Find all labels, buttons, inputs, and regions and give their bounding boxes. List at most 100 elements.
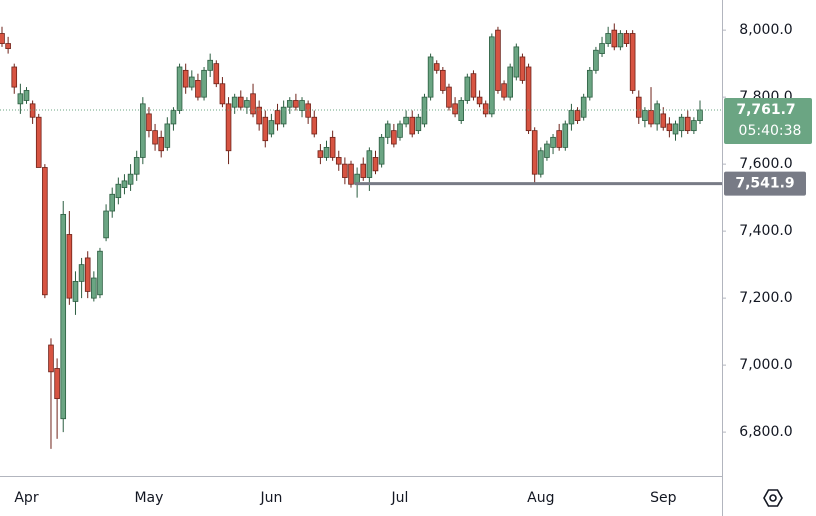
candle-body	[648, 110, 654, 125]
candle-body	[115, 183, 122, 199]
candle-body	[305, 103, 311, 118]
x-tick-label: Jul	[391, 490, 409, 506]
current-price-tag	[724, 97, 812, 144]
candle-body	[146, 113, 152, 132]
candle-body	[299, 100, 305, 111]
candle-body	[54, 368, 60, 400]
candle-body	[409, 116, 416, 135]
x-tick-label: Jun	[259, 490, 282, 506]
candle-body	[244, 100, 250, 108]
candle-body	[427, 56, 434, 98]
candle-body	[335, 157, 342, 165]
candle-body	[586, 69, 593, 98]
candle-body	[617, 33, 624, 48]
candle-body	[446, 86, 452, 108]
candle-body	[237, 96, 244, 108]
candle-body	[476, 96, 483, 105]
candle-body	[672, 123, 679, 135]
candle-body	[286, 100, 293, 108]
settings-icon[interactable]	[763, 489, 783, 507]
candle-body	[605, 33, 611, 44]
support-tag	[724, 171, 806, 196]
candle-body	[366, 150, 373, 178]
candle-body	[495, 29, 501, 91]
y-tick-label: 7,400.0	[739, 223, 792, 239]
candle-body	[293, 100, 299, 108]
candle-body	[182, 69, 189, 88]
candle-body	[48, 344, 54, 373]
candle-body	[103, 210, 109, 239]
candle-body	[152, 130, 158, 145]
candle-body	[207, 59, 213, 71]
candle-body	[440, 69, 446, 91]
candle-body	[274, 110, 281, 125]
candle-body	[691, 120, 697, 132]
plot-area	[0, 23, 703, 449]
candle-body	[140, 103, 146, 158]
candle-body	[268, 120, 275, 135]
support-label: 7,541.9	[735, 176, 794, 192]
candle-body	[574, 110, 581, 121]
candle-body	[544, 143, 550, 158]
candle-body	[489, 36, 495, 115]
candle-body	[348, 163, 354, 185]
candle-body	[403, 116, 409, 125]
candle-body	[60, 213, 67, 420]
candle-body	[378, 136, 385, 165]
candle-body	[72, 280, 79, 302]
candle-body	[78, 264, 85, 282]
y-tick-label: 6,800.0	[739, 424, 792, 440]
x-tick-label: Sep	[650, 490, 677, 506]
candle-body	[23, 90, 30, 101]
candle-body	[201, 69, 207, 98]
candle-body	[501, 83, 507, 98]
candle-body	[697, 109, 703, 121]
candle-body	[654, 103, 660, 125]
candle-body	[562, 123, 569, 148]
settings-dot[interactable]	[769, 494, 777, 502]
candle-body	[225, 103, 232, 152]
candle-body	[17, 93, 24, 105]
candle-body	[538, 150, 544, 175]
y-tick-label: 7,000.0	[739, 357, 792, 373]
candle-body	[84, 257, 91, 292]
candle-body	[391, 130, 397, 145]
candle-body	[678, 116, 685, 132]
current-price-label: 7,761.7	[736, 102, 795, 118]
candle-body	[250, 93, 256, 115]
candle-body	[262, 116, 269, 142]
candle-body	[666, 123, 673, 132]
candle-body	[342, 163, 348, 178]
candle-body	[5, 43, 11, 49]
candle-body	[525, 66, 532, 132]
candle-body	[593, 49, 599, 71]
settings-hexagon[interactable]	[763, 489, 783, 507]
candle-body	[256, 106, 262, 125]
candle-body	[66, 234, 73, 299]
x-tick-label: May	[134, 490, 163, 506]
candle-body	[219, 83, 226, 105]
x-tick-label: Aug	[527, 490, 554, 506]
candle-body	[170, 110, 177, 125]
y-tick-label: 8,000.0	[739, 22, 792, 38]
countdown-label: 05:40:38	[739, 123, 802, 139]
candle-body	[415, 116, 422, 132]
candle-body	[323, 146, 330, 158]
candle-body	[35, 116, 42, 168]
candle-body	[660, 113, 667, 128]
candle-body	[556, 130, 562, 148]
candle-body	[29, 103, 36, 118]
candle-body	[531, 130, 538, 175]
candle-body	[642, 110, 648, 121]
candle-body	[97, 250, 103, 296]
candle-body	[452, 103, 458, 115]
candle-body	[623, 33, 630, 44]
candle-body	[568, 110, 575, 125]
candle-body	[189, 76, 195, 88]
candle-body	[629, 33, 636, 91]
candle-body	[11, 66, 18, 88]
candle-body	[133, 157, 140, 175]
candle-body	[482, 103, 489, 115]
